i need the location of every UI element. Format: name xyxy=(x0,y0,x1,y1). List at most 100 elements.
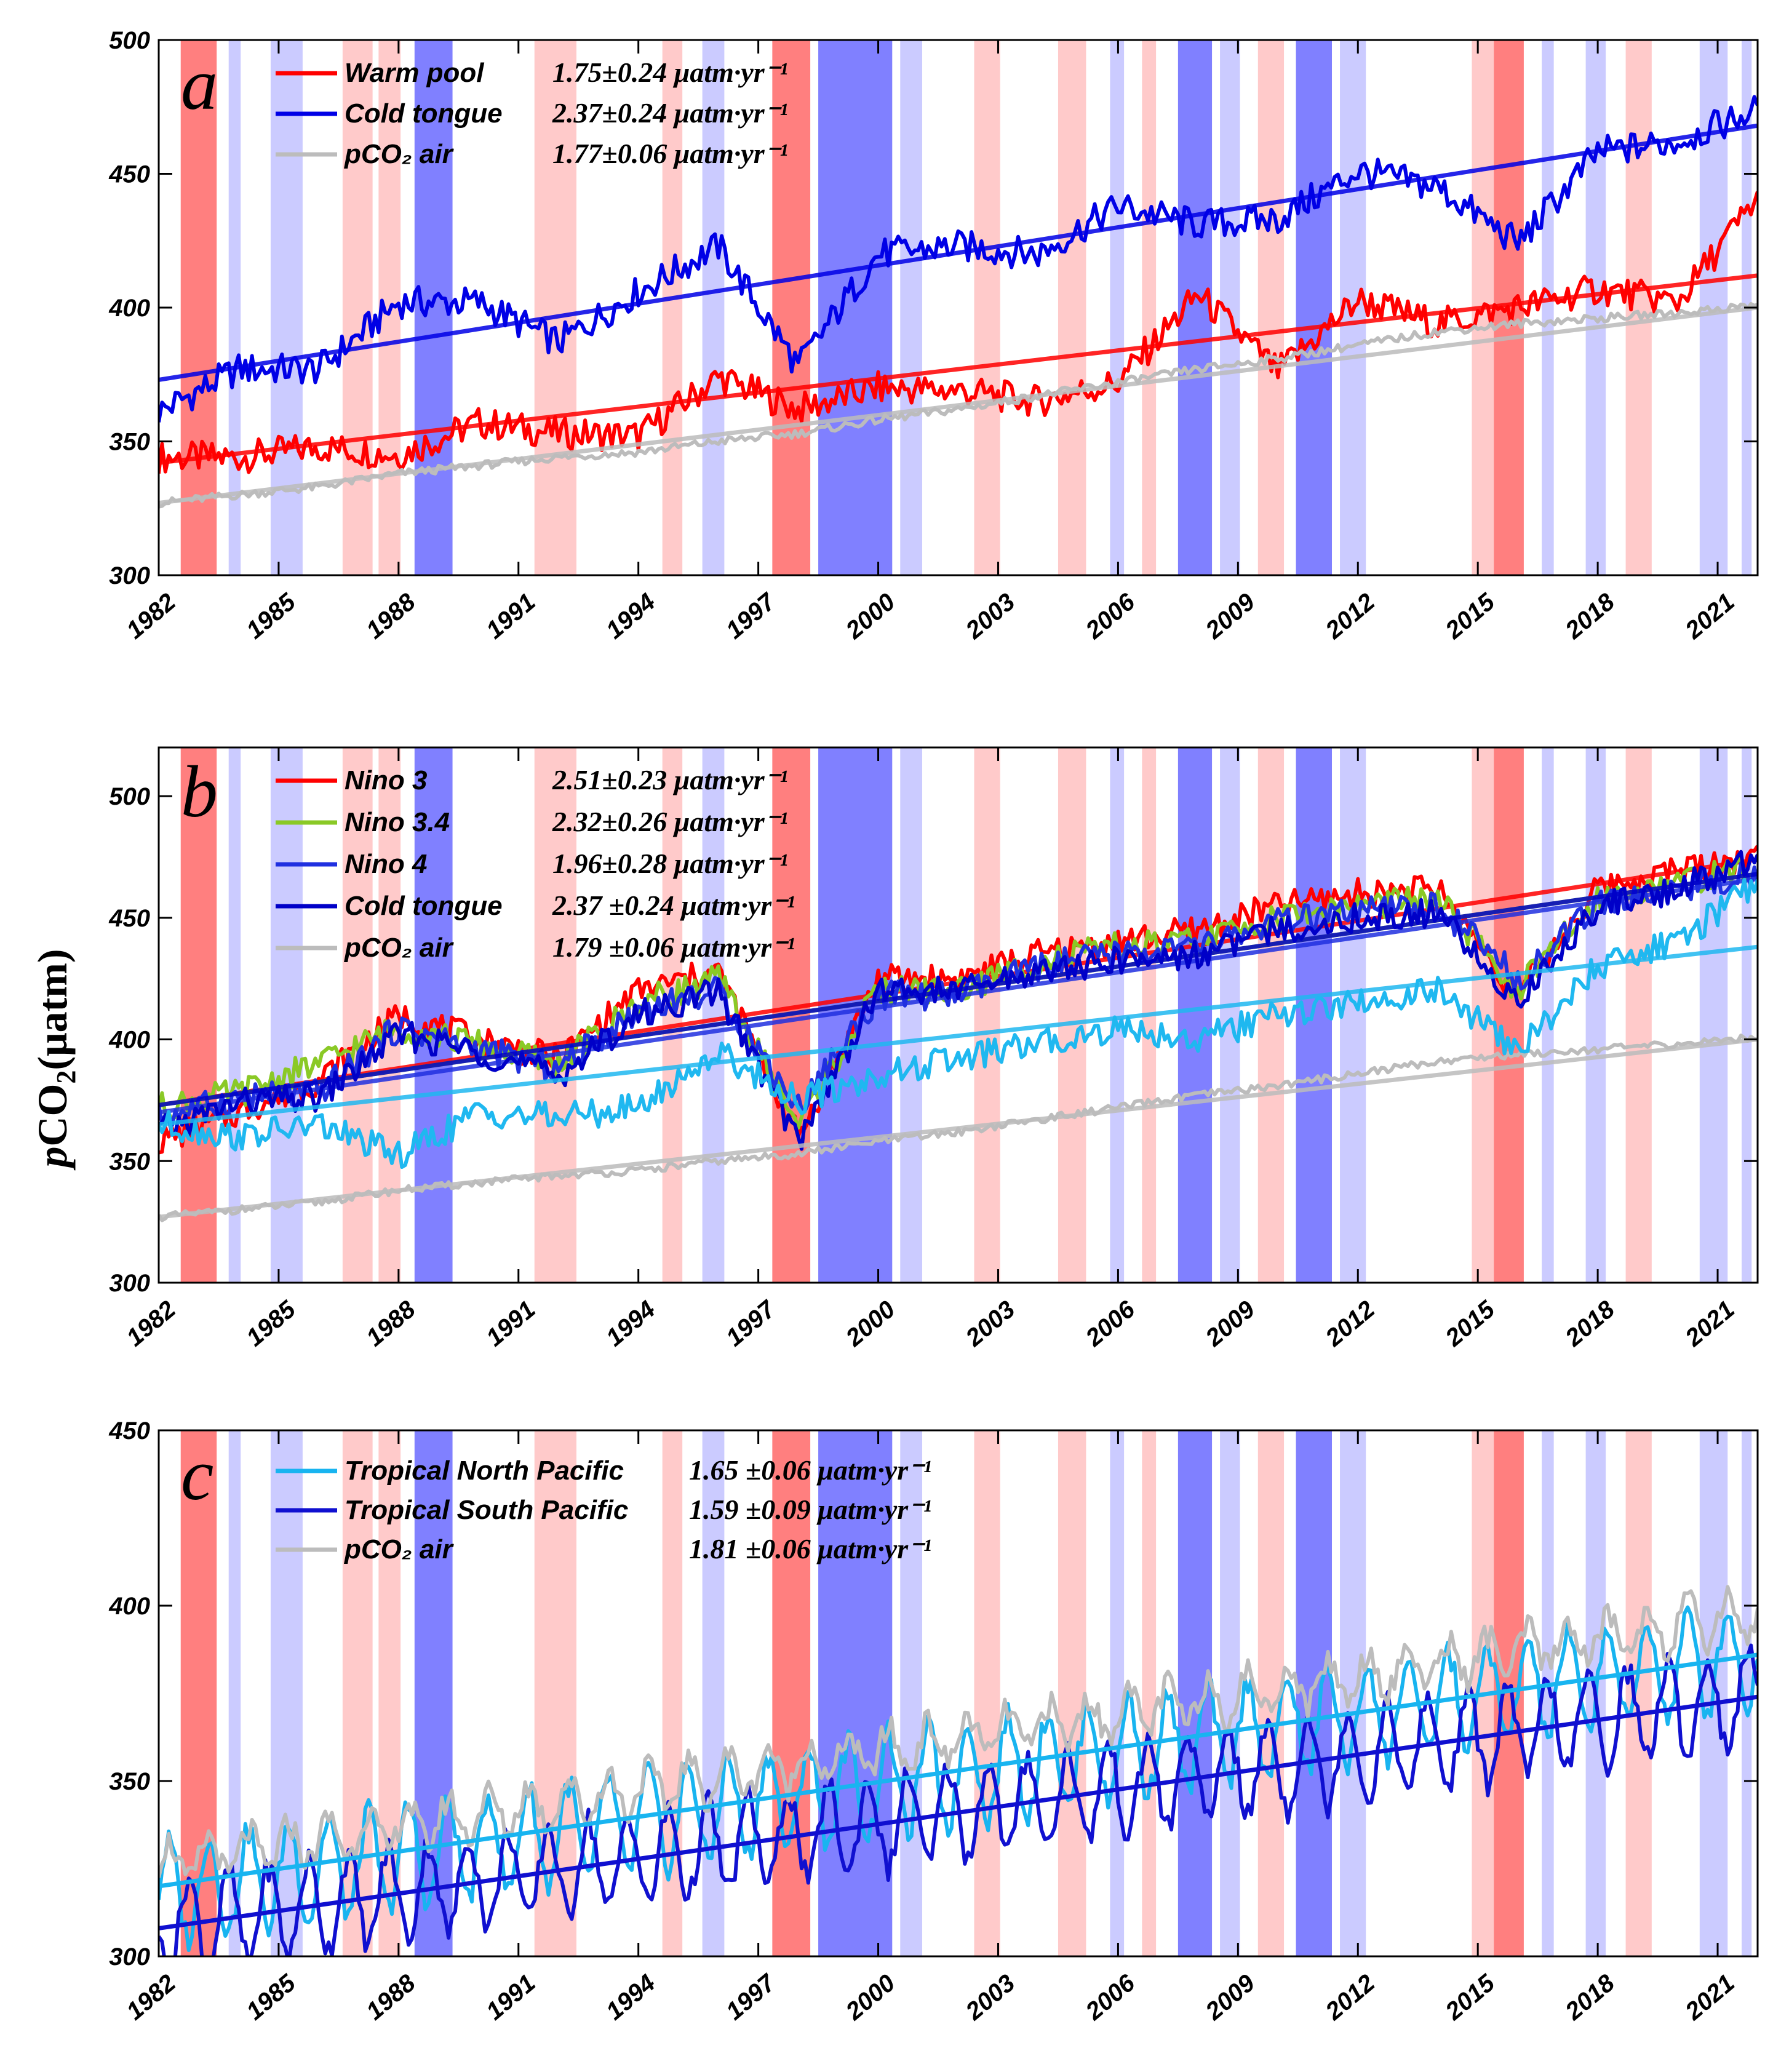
panel-b: 300 350 400 450 500 1982 1985 1988 1991 1994 1997 2… xyxy=(108,746,1759,1352)
enso-band xyxy=(1142,1430,1157,1956)
x-tick-label: 1988 xyxy=(361,1296,421,1352)
y-tick-label: 400 xyxy=(108,295,150,322)
panel-letter: b xyxy=(181,751,218,832)
y-axis-label: pCO2(μatm) xyxy=(29,949,81,1170)
enso-band xyxy=(1058,1430,1086,1956)
panel-letter: c xyxy=(181,1433,213,1515)
x-tick-label: 1991 xyxy=(481,588,540,644)
x-tick-label: 2015 xyxy=(1440,1296,1500,1352)
x-tick-label: 1997 xyxy=(721,1295,781,1352)
enso-band xyxy=(900,747,923,1283)
plot-frame xyxy=(157,746,1759,1284)
series-group xyxy=(159,95,1758,509)
x-tick-label: 2021 xyxy=(1680,588,1740,645)
enso-band xyxy=(180,40,217,575)
legend-label: Cold tongue xyxy=(345,891,503,921)
x-tick-label: 1994 xyxy=(601,1296,660,1352)
x-tick-label: 1994 xyxy=(601,1969,660,2025)
enso-band xyxy=(1296,1430,1333,1956)
enso-band xyxy=(1340,747,1366,1283)
enso-band xyxy=(1742,1430,1752,1956)
enso-band xyxy=(900,1430,923,1956)
enso-band xyxy=(1296,40,1333,575)
enso-band xyxy=(228,747,241,1283)
enso-band xyxy=(342,40,373,575)
y-tick-label: 450 xyxy=(108,1417,150,1444)
legend-label: Nino 3 xyxy=(345,765,427,795)
enso-band xyxy=(1058,747,1086,1283)
x-tick-label: 2015 xyxy=(1440,1969,1500,2026)
enso-band xyxy=(702,40,725,575)
legend-label: pCO₂ air xyxy=(344,933,455,963)
enso-band xyxy=(772,1430,811,1956)
x-tick-label: 2006 xyxy=(1080,1296,1141,1352)
legend-rate: 1.75±0.24 μatm·yr⁻¹ xyxy=(552,57,788,88)
y-tick-label: 400 xyxy=(108,1593,150,1620)
enso-band xyxy=(228,1430,241,1956)
enso-band xyxy=(1142,40,1157,575)
x-tick-label: 2003 xyxy=(960,1296,1020,1352)
series-group xyxy=(159,845,1758,1222)
y-tick-label: 450 xyxy=(108,161,150,188)
enso-band xyxy=(534,747,576,1283)
enso-band xyxy=(1220,747,1240,1283)
enso-band xyxy=(702,747,725,1283)
enso-band xyxy=(1220,1430,1240,1956)
enso-band xyxy=(1585,40,1606,575)
legend-label: Nino 4 xyxy=(345,849,427,879)
enso-band xyxy=(772,40,811,575)
enso-band xyxy=(1699,747,1728,1283)
trend-line xyxy=(159,1652,1758,1889)
series-line xyxy=(159,1605,1758,1952)
legend-rate: 1.65 ±0.06 μatm·yr⁻¹ xyxy=(689,1454,931,1486)
x-tick-label: 2006 xyxy=(1080,588,1141,645)
legend-rate: 1.79 ±0.06 μatm·yr⁻¹ xyxy=(552,931,795,963)
series-line xyxy=(159,1585,1758,1878)
enso-band xyxy=(534,40,576,575)
x-tick-label: 2018 xyxy=(1560,588,1620,645)
trend-line xyxy=(159,944,1758,1127)
enso-band xyxy=(1257,40,1285,575)
x-tick-label: 2021 xyxy=(1680,1969,1740,2026)
y-tick-label: 500 xyxy=(109,783,150,810)
series-line xyxy=(159,850,1758,1151)
enso-band xyxy=(228,40,241,575)
enso-band xyxy=(1742,747,1752,1283)
x-tick-label: 1982 xyxy=(121,1296,180,1352)
enso-band xyxy=(270,40,303,575)
panel-a: 300 350 400 450 500 1982 1985 1988 1991 1994 1997 2… xyxy=(108,27,1759,645)
enso-band xyxy=(662,40,683,575)
x-tick-label: 2015 xyxy=(1440,588,1500,645)
enso-band xyxy=(1110,1430,1125,1956)
enso-band xyxy=(818,40,893,575)
x-tick-label: 2021 xyxy=(1680,1296,1740,1352)
enso-band xyxy=(1625,1430,1652,1956)
x-tick-label: 1985 xyxy=(241,1969,301,2025)
legend-label: Nino 3.4 xyxy=(345,807,450,837)
enso-band xyxy=(1177,747,1213,1283)
x-tick-label: 1997 xyxy=(721,1969,781,2025)
legend-rate: 2.37 ±0.24 μatm·yr⁻¹ xyxy=(552,890,795,921)
enso-band xyxy=(1542,1430,1554,1956)
panel-c: 300 350 400 450 1982 1985 1988 1991 1994 1997 2000… xyxy=(108,1417,1759,2026)
legend-rate: 2.51±0.23 μatm·yr⁻¹ xyxy=(552,764,788,795)
legend-label: Warm pool xyxy=(345,58,484,88)
x-tick-label: 1988 xyxy=(361,1969,421,2025)
legend-rate: 1.59 ±0.09 μatm·yr⁻¹ xyxy=(689,1494,931,1525)
y-tick-label: 500 xyxy=(109,27,150,54)
legend-rate: 2.32±0.26 μatm·yr⁻¹ xyxy=(552,806,788,837)
enso-band xyxy=(1542,40,1554,575)
series-group xyxy=(159,1585,1758,1956)
x-tick-label: 2009 xyxy=(1200,1969,1261,2026)
x-tick-label: 2012 xyxy=(1320,1296,1380,1352)
y-tick-label: 350 xyxy=(109,1768,150,1795)
enso-band xyxy=(974,747,1000,1283)
trend-line xyxy=(159,305,1758,506)
x-tick-label: 1985 xyxy=(241,1296,301,1352)
x-tick-label: 2003 xyxy=(960,1969,1020,2026)
legend-rate: 1.81 ±0.06 μatm·yr⁻¹ xyxy=(689,1533,931,1564)
y-tick-label: 300 xyxy=(109,1270,150,1297)
x-tick-label: 2018 xyxy=(1560,1296,1620,1352)
enso-band xyxy=(1585,747,1606,1283)
enso-band xyxy=(900,40,923,575)
